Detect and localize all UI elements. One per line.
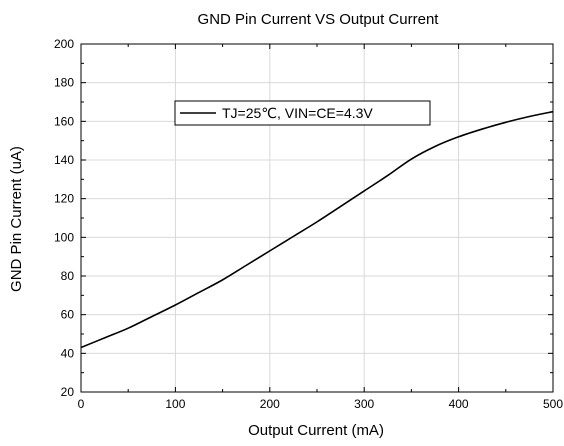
grid-lines — [81, 44, 553, 392]
x-tick-label: 300 — [354, 397, 374, 411]
plot-frame — [80, 43, 554, 393]
x-tick-label: 200 — [260, 397, 280, 411]
y-tick-label: 120 — [54, 192, 74, 206]
y-tick-label: 200 — [54, 37, 74, 51]
chart-title: GND Pin Current VS Output Current — [198, 11, 440, 28]
y-tick-label: 80 — [61, 269, 75, 283]
y-tick-label: 100 — [54, 230, 74, 244]
x-axis-label: Output Current (mA) — [248, 422, 384, 439]
x-tick-label: 100 — [165, 397, 185, 411]
y-tick-label: 20 — [61, 385, 75, 399]
series-layer — [80, 110, 554, 349]
y-tick-label: 160 — [54, 114, 74, 128]
tick-labels: 0 100 200 300 400 500 20 40 60 80 100 120 140 160 180 2… — [54, 37, 563, 411]
y-axis-label: GND Pin Current (uA) — [8, 146, 25, 292]
x-tick-label: 0 — [78, 397, 85, 411]
y-tick-label: 60 — [61, 308, 75, 322]
legend: TJ=25℃, VIN=CE=4.3V — [174, 100, 431, 126]
x-tick-label: 400 — [449, 397, 469, 411]
legend-label: TJ=25℃, VIN=CE=4.3V — [222, 105, 373, 121]
series-line — [80, 110, 554, 349]
tick-marks — [80, 43, 554, 393]
y-tick-label: 140 — [54, 153, 74, 167]
y-tick-label: 180 — [54, 76, 74, 90]
axes — [80, 43, 554, 393]
legend-box — [174, 100, 431, 126]
y-tick-label: 40 — [61, 346, 75, 360]
x-tick-label: 500 — [543, 397, 563, 411]
